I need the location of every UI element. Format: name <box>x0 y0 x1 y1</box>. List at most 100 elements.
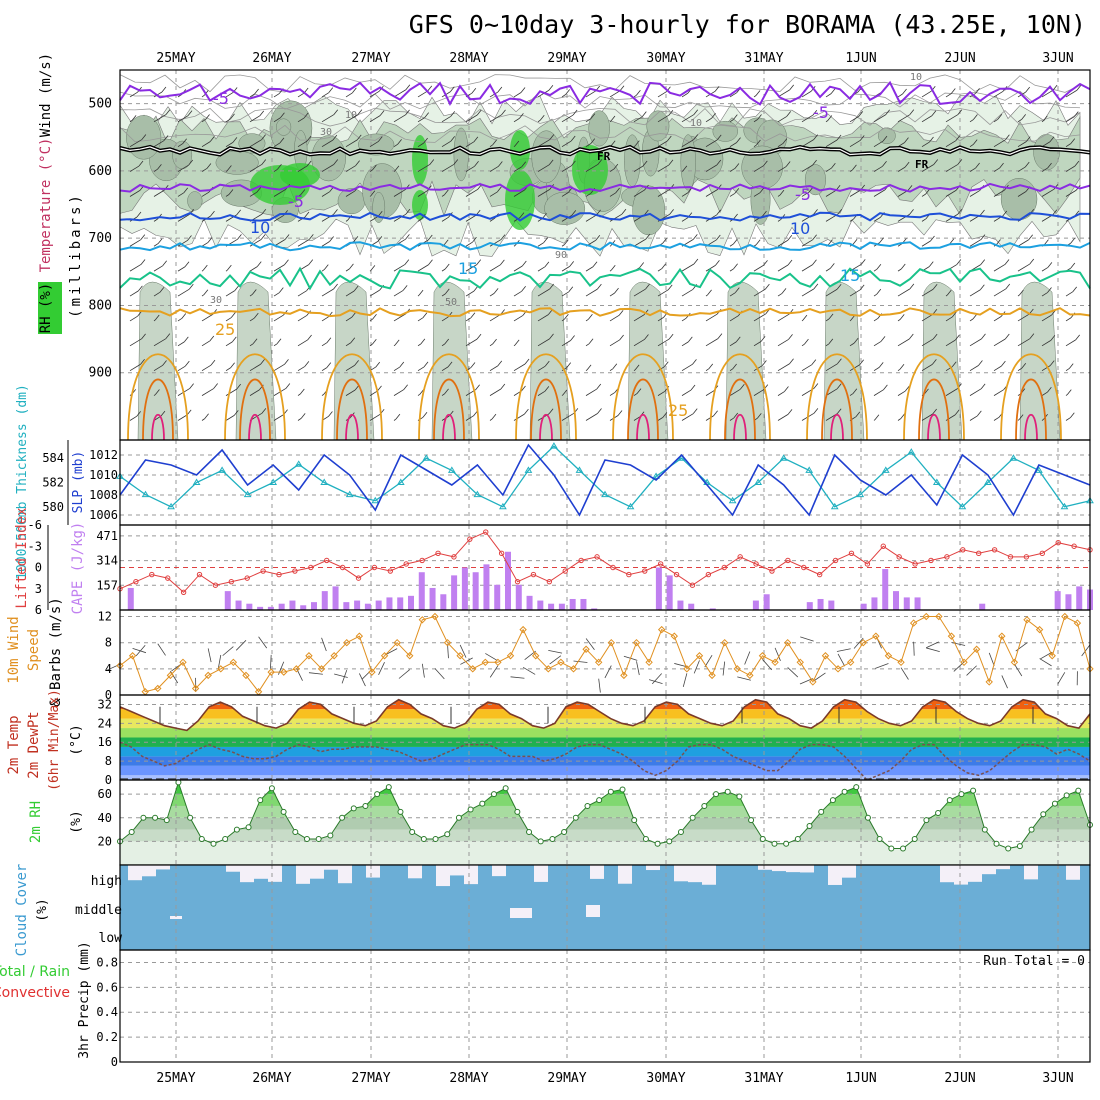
rh-point <box>829 797 836 804</box>
wind-barb-flag <box>394 339 400 346</box>
cape-bar <box>483 564 490 610</box>
wind-barb <box>153 169 158 172</box>
wind-barb-flag <box>909 109 915 115</box>
wind-barb <box>657 114 670 123</box>
wind-barb <box>1041 141 1051 148</box>
wind-barb <box>273 117 281 123</box>
li-point <box>165 575 171 581</box>
wind-barb <box>201 294 205 297</box>
wind-barb-flag <box>610 264 616 271</box>
wind-barb <box>993 167 1000 172</box>
wind-barb-flag <box>837 209 843 215</box>
wind-barb <box>801 114 814 123</box>
wind-barb <box>273 93 280 98</box>
rh-contour-label: 50 <box>445 297 457 308</box>
wind-barb <box>657 417 664 421</box>
wind-barb <box>1017 419 1020 421</box>
ylabel-cloud-unit: (%) <box>35 898 50 921</box>
wind-barb-flag <box>232 137 238 143</box>
wind-barb <box>657 289 669 297</box>
thickness-point <box>984 478 992 485</box>
rh-band <box>120 829 1090 842</box>
thickness-point <box>575 466 584 473</box>
cloud-gap <box>968 865 982 882</box>
wind-speed-point <box>733 665 741 673</box>
wind-barb <box>921 240 931 247</box>
li-point <box>689 582 696 588</box>
wind-barb-10m <box>1015 642 1028 652</box>
wind-barb <box>897 319 901 322</box>
wind-barb-flag <box>492 338 497 345</box>
wind-barb <box>609 192 616 197</box>
wind-barb <box>921 288 934 297</box>
wind-barb <box>273 168 278 172</box>
wind-barb-flag <box>757 114 762 120</box>
wind-barb-flag <box>1028 234 1033 241</box>
wind-barb <box>753 165 764 172</box>
wind-barb-flag <box>693 109 699 115</box>
isotherm-line <box>119 211 1091 222</box>
wind-barb <box>537 164 550 172</box>
li-point <box>308 564 314 571</box>
wind-barb <box>705 265 716 272</box>
wind-barb <box>633 339 645 347</box>
wind-barb <box>873 419 876 421</box>
thickness-point <box>345 490 354 498</box>
wind-speed-point <box>582 645 590 653</box>
wind-barb <box>561 244 565 247</box>
wind-barb <box>249 343 254 347</box>
wind-barb <box>513 315 524 322</box>
temp-tick: 0 <box>105 773 112 787</box>
wind-barb-flag <box>1072 286 1078 293</box>
wind-barb-flag <box>300 189 306 195</box>
wind-barb-10m <box>774 647 781 661</box>
wind-barb <box>897 268 902 272</box>
cloud-gap <box>772 865 786 872</box>
wind-barb <box>297 165 308 172</box>
wind-speed-point <box>292 665 301 673</box>
thickness-point <box>601 490 609 498</box>
wind-barb-flag <box>136 211 142 218</box>
wind-barb-flag <box>828 338 834 345</box>
wind-barb-flag <box>187 235 192 241</box>
wind-barb-flag <box>405 109 410 116</box>
wind-barb-flag <box>473 136 479 143</box>
wind-barb-flag <box>165 109 171 115</box>
wind-barb <box>465 415 474 421</box>
wind-barb <box>825 120 829 123</box>
wind-barb-10m <box>744 651 751 665</box>
wind-barb <box>873 217 881 222</box>
cape-bar <box>903 597 910 610</box>
wind-barb <box>1017 141 1027 148</box>
wind-barb <box>297 92 305 98</box>
top-day-label: 2JUN <box>944 51 975 66</box>
wind-barb <box>921 164 934 172</box>
li-point <box>848 550 855 557</box>
wind-barb <box>417 218 422 222</box>
li-tick: 3 <box>35 582 42 596</box>
wind-barb-flag <box>812 234 817 241</box>
wind-barb <box>1041 391 1048 396</box>
cloud-gap <box>786 865 800 873</box>
wind-barb-flag <box>209 335 215 342</box>
li-point <box>960 547 966 553</box>
wind-barb <box>633 369 636 372</box>
wind-barb-flag <box>497 186 502 193</box>
cape-bar <box>300 605 307 610</box>
wind-speed-point <box>532 652 540 660</box>
wind-barb <box>1017 191 1027 197</box>
li-point <box>371 564 378 571</box>
wind-barb-flag <box>332 134 338 141</box>
wind-barb-flag <box>980 284 985 290</box>
wind-speed-line <box>119 615 1091 693</box>
isotherm-line <box>119 182 1091 193</box>
wind-barb-flag <box>882 135 888 142</box>
cloud-gap <box>128 865 142 881</box>
wind-barb-flag <box>188 159 194 166</box>
wind-barb-flag <box>475 384 480 390</box>
rh-point <box>794 836 801 843</box>
wind-speed-point <box>355 632 364 640</box>
wind-barb <box>177 192 184 197</box>
wind-barb <box>489 91 499 98</box>
wind-barb <box>417 190 428 197</box>
